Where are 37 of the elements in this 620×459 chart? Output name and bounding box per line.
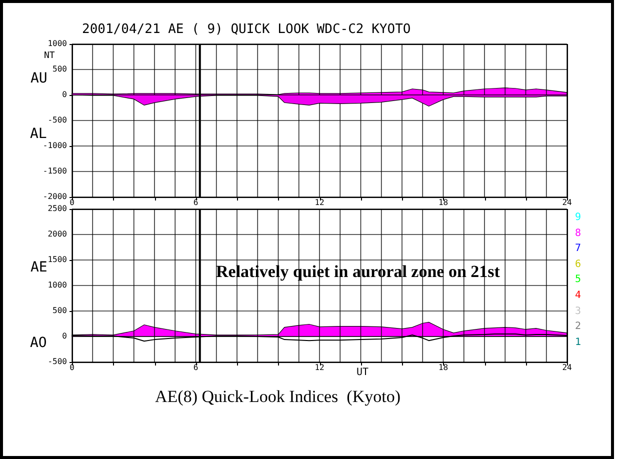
y-tick-label: 0: [62, 332, 68, 340]
y-tick-label: 1000: [48, 39, 68, 48]
x-axis-title: UT: [356, 367, 369, 378]
text: 1: [575, 336, 582, 348]
y-tick-label: 2000: [48, 230, 68, 238]
y-tick-label: -500: [48, 357, 68, 366]
y-tick-label: -1000: [42, 141, 68, 150]
text: 5: [575, 274, 582, 286]
text: AO: [30, 335, 47, 351]
x-tick-label: 24: [562, 198, 572, 207]
text: 2: [575, 321, 582, 332]
text: 7: [575, 243, 582, 254]
x-tick-label: 12: [314, 363, 324, 372]
text: 8: [575, 228, 582, 239]
text: AE(8) Quick-Look Indices (Kyoto): [155, 387, 400, 406]
x-tick-label: 18: [438, 363, 448, 372]
text: 9: [575, 212, 582, 223]
text: 6: [575, 258, 582, 270]
x-tick-label: 24: [562, 363, 572, 372]
x-tick-label: 12: [314, 198, 324, 207]
y-tick-label: 0: [62, 90, 68, 99]
y-axis-title: AE: [30, 260, 48, 276]
chart-title: 2001/04/21 AE ( 9) QUICK LOOK WDC-C2 KYOTO: [82, 22, 411, 37]
y-tick-label: 500: [52, 64, 68, 74]
y-tick-label: 1500: [48, 255, 68, 264]
text: 3: [575, 306, 582, 317]
text: NT: [44, 51, 55, 61]
text: AL: [30, 126, 47, 142]
y-tick-label: -1500: [42, 166, 68, 176]
y-tick-label: 2500: [48, 204, 68, 213]
y-tick-label: -500: [48, 116, 68, 124]
y-axis-title: AU: [30, 70, 48, 86]
x-tick-label: 18: [438, 198, 448, 207]
text: 4: [575, 290, 582, 301]
y-tick-label: -2000: [42, 192, 68, 201]
y-tick-label: 500: [52, 306, 68, 315]
y-tick-label: 1000: [48, 280, 68, 290]
